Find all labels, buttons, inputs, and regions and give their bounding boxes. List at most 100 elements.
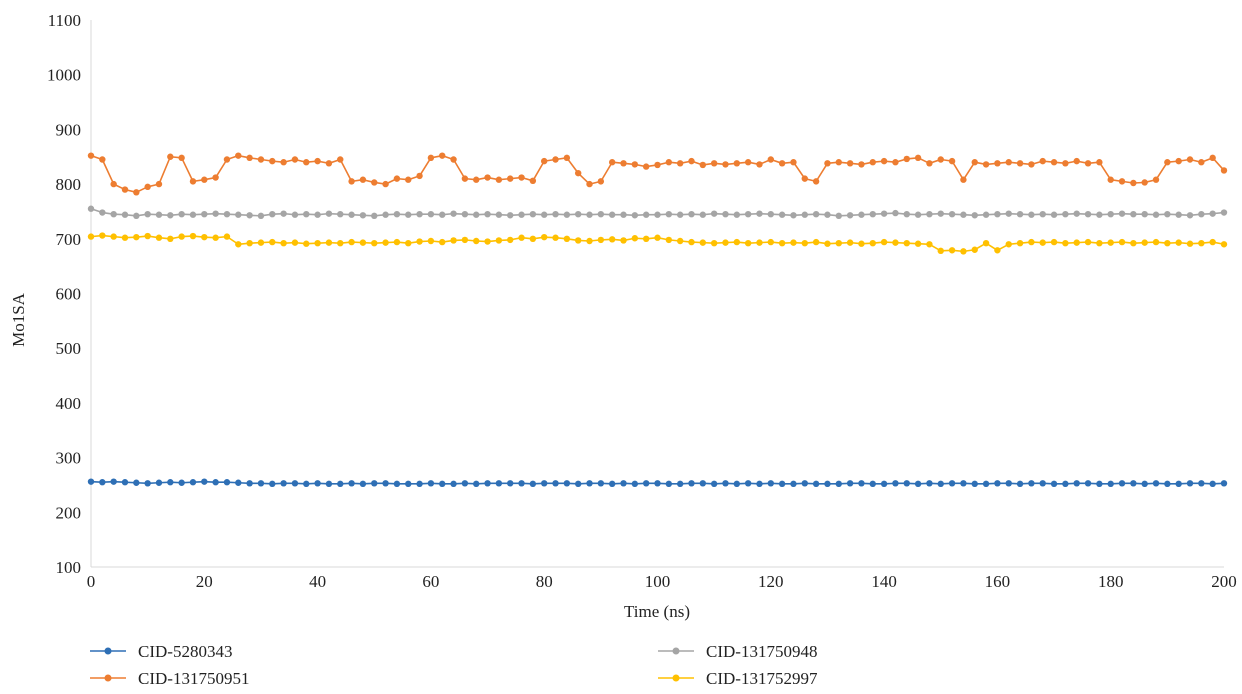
data-point xyxy=(631,235,639,242)
data-point xyxy=(1141,210,1148,218)
data-point xyxy=(1039,239,1046,246)
legend-swatch-marker xyxy=(104,674,112,682)
legend-label: CID-5280343 xyxy=(138,642,232,661)
data-point xyxy=(903,210,910,218)
data-point xyxy=(110,180,117,188)
data-point xyxy=(473,176,480,183)
data-point xyxy=(473,480,480,488)
data-point xyxy=(529,177,537,185)
x-tick-label: 120 xyxy=(758,572,784,591)
data-point xyxy=(314,480,321,487)
data-point xyxy=(1220,241,1228,248)
data-point xyxy=(529,480,537,488)
y-tick-label: 500 xyxy=(56,339,82,358)
data-point xyxy=(291,480,299,487)
data-point xyxy=(563,211,571,218)
data-point xyxy=(801,175,808,182)
data-point xyxy=(144,210,151,218)
data-point xyxy=(325,210,333,217)
data-point xyxy=(778,480,786,488)
data-point xyxy=(597,178,605,185)
data-point xyxy=(133,233,140,241)
data-point xyxy=(461,236,469,244)
data-point xyxy=(869,480,876,488)
data-point xyxy=(1198,159,1205,166)
data-point xyxy=(812,178,820,185)
data-point xyxy=(744,210,752,218)
data-point xyxy=(1016,239,1024,247)
data-point xyxy=(121,211,129,218)
data-point xyxy=(835,159,842,166)
data-point xyxy=(914,211,922,218)
data-point xyxy=(178,210,185,218)
data-point xyxy=(733,238,741,246)
data-point xyxy=(1107,239,1114,246)
data-point xyxy=(586,180,593,188)
data-point xyxy=(99,232,106,239)
data-point xyxy=(948,480,956,487)
data-point xyxy=(574,480,582,488)
data-point xyxy=(212,210,219,217)
legend-item: CID-5280343 xyxy=(90,642,232,661)
data-point xyxy=(869,159,876,166)
data-point xyxy=(1209,154,1216,162)
data-point xyxy=(722,239,729,246)
data-point xyxy=(676,211,684,218)
data-point xyxy=(382,239,389,246)
data-point xyxy=(416,238,423,245)
data-point xyxy=(574,237,582,244)
data-point xyxy=(133,212,140,220)
data-point xyxy=(1096,480,1103,488)
data-point xyxy=(733,211,741,218)
data-point xyxy=(291,156,299,163)
data-point xyxy=(405,211,412,218)
data-point xyxy=(620,237,627,244)
data-point xyxy=(518,480,525,487)
data-point xyxy=(405,176,412,183)
data-point xyxy=(507,236,514,244)
data-point xyxy=(1084,480,1092,487)
data-point xyxy=(1062,210,1069,218)
data-point xyxy=(167,479,174,486)
data-point xyxy=(971,159,978,166)
data-point xyxy=(790,159,797,166)
data-point xyxy=(1175,239,1182,246)
legend-label: CID-131750951 xyxy=(138,669,249,688)
data-point xyxy=(846,160,854,167)
data-point xyxy=(722,210,729,218)
data-point xyxy=(699,480,707,487)
data-point xyxy=(1164,159,1171,166)
data-point xyxy=(1186,480,1194,487)
data-point xyxy=(824,480,831,488)
data-point xyxy=(541,211,548,218)
data-point xyxy=(563,480,571,487)
data-point xyxy=(427,480,435,487)
data-point xyxy=(212,234,219,241)
data-point xyxy=(756,239,763,246)
data-point xyxy=(1209,238,1216,246)
data-point xyxy=(574,169,582,177)
data-point xyxy=(914,240,922,247)
y-tick-label: 1000 xyxy=(47,66,81,85)
legend-item: CID-131752997 xyxy=(658,669,818,688)
data-point xyxy=(269,480,276,488)
data-point xyxy=(858,480,865,487)
data-point xyxy=(280,210,287,217)
data-point xyxy=(461,480,469,487)
data-point xyxy=(1050,480,1058,488)
x-tick-label: 180 xyxy=(1098,572,1124,591)
data-point xyxy=(99,479,106,486)
data-point xyxy=(133,189,140,196)
data-point xyxy=(733,160,741,167)
y-tick-label: 200 xyxy=(56,503,82,522)
data-point xyxy=(1186,212,1194,219)
data-point xyxy=(982,239,990,247)
data-point xyxy=(960,248,967,255)
data-point xyxy=(642,163,650,170)
data-point xyxy=(439,238,446,246)
data-point xyxy=(778,160,786,167)
data-point xyxy=(710,480,718,488)
data-point xyxy=(1164,480,1171,488)
data-point xyxy=(450,237,457,244)
data-point xyxy=(461,210,469,218)
